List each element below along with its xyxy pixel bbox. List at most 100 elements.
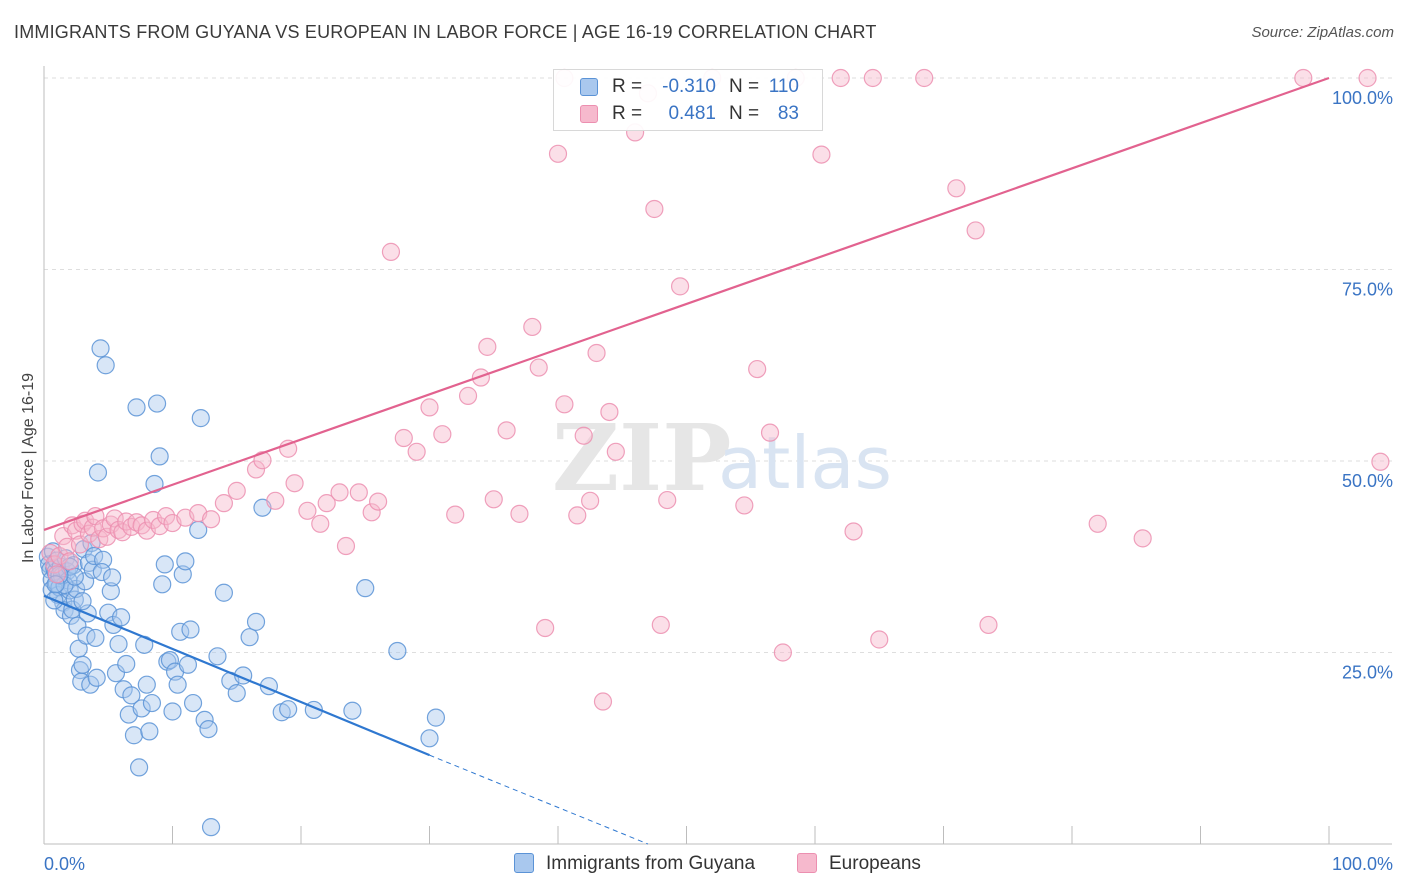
guyana-point <box>176 552 195 571</box>
guyana-point <box>142 693 162 713</box>
legend-swatch-europeans <box>580 105 598 123</box>
guyana-point <box>81 675 100 694</box>
guyana-point <box>111 608 131 627</box>
guyana-point <box>160 651 180 670</box>
europeans-point <box>433 425 452 444</box>
watermark: ZIP atlas <box>552 404 892 512</box>
europeans-point <box>83 518 102 537</box>
guyana-point <box>137 675 156 694</box>
legend-n-value: 83 <box>777 103 799 124</box>
europeans-point <box>1133 529 1152 548</box>
tick-labels: 25.0% 50.0% 75.0% 100.0% 0.0% 100.0% <box>44 88 1393 874</box>
guyana-point <box>279 700 298 719</box>
guyana-point <box>87 668 106 687</box>
legend-r-label: R = <box>612 103 643 124</box>
guyana-point <box>163 702 182 721</box>
watermark-atlas: atlas <box>718 421 892 505</box>
europeans-point <box>369 492 388 511</box>
europeans-point <box>574 426 593 445</box>
guyana-point <box>101 582 120 601</box>
europeans-point <box>484 490 503 509</box>
europeans-point <box>760 423 780 442</box>
guyana-point <box>147 394 167 413</box>
guyana-point <box>91 339 110 358</box>
legend-n-value: 110 <box>768 76 799 97</box>
europeans-point <box>105 509 124 528</box>
europeans-point <box>446 505 465 524</box>
europeans-point <box>497 421 516 440</box>
europeans-point <box>915 68 934 88</box>
x-tick-label: 0.0% <box>44 854 85 874</box>
europeans-point <box>529 358 548 377</box>
europeans-trend-line <box>43 76 1330 531</box>
guyana-point <box>86 628 105 648</box>
europeans-point <box>394 428 413 448</box>
guyana-point <box>153 575 172 594</box>
y-tick-label: 25.0% <box>1342 663 1393 683</box>
x-tick-label: 100.0% <box>1332 854 1393 874</box>
europeans-point <box>47 565 66 584</box>
europeans-point <box>1371 452 1390 471</box>
guyana-point <box>168 675 187 694</box>
guyana-point <box>420 729 439 748</box>
europeans-point <box>536 618 555 638</box>
guyana-trend-extension <box>429 754 649 845</box>
europeans-point <box>117 512 136 531</box>
europeans-point <box>966 221 985 240</box>
europeans-point <box>606 442 625 461</box>
guyana-point <box>109 634 128 654</box>
europeans-point <box>593 692 613 711</box>
europeans-point <box>947 179 966 198</box>
guyana-point <box>127 398 146 417</box>
europeans-point <box>132 516 151 535</box>
axes <box>43 66 1392 845</box>
guyana-point <box>85 546 104 566</box>
europeans-point <box>214 494 233 513</box>
europeans-point <box>1358 68 1377 88</box>
europeans-point <box>651 615 670 635</box>
europeans-point <box>317 494 336 513</box>
europeans-point <box>658 490 677 510</box>
guyana-point <box>106 664 126 683</box>
guyana-point <box>183 693 203 713</box>
legend-n-label: N = <box>729 103 760 124</box>
trend-lines <box>43 76 1330 845</box>
europeans-point <box>156 507 176 526</box>
europeans-point <box>471 368 490 387</box>
guyana-point <box>122 686 141 705</box>
europeans-point <box>568 506 587 525</box>
guyana-point <box>145 474 164 494</box>
europeans-point <box>548 144 568 163</box>
guyana-point <box>68 616 87 635</box>
europeans-point <box>113 523 132 542</box>
europeans-point <box>831 68 850 88</box>
europeans-point <box>748 359 767 379</box>
guyana-point <box>181 620 200 639</box>
europeans-point <box>266 491 285 510</box>
legend-r-value: 0.481 <box>668 103 716 124</box>
europeans-point <box>523 317 542 337</box>
guyana-point <box>124 726 144 745</box>
europeans-point <box>336 536 356 556</box>
europeans-point <box>773 643 792 662</box>
europeans-point <box>600 402 619 422</box>
europeans-point <box>478 337 497 356</box>
guyana-point <box>240 628 259 647</box>
europeans-point <box>1088 514 1107 533</box>
europeans-point <box>201 510 221 529</box>
guyana-point <box>426 708 446 727</box>
guyana-point <box>199 719 218 739</box>
europeans-point <box>458 386 478 405</box>
guyana-point <box>214 583 233 602</box>
guyana-point <box>140 722 159 741</box>
europeans-point <box>246 460 266 479</box>
chart-title: IMMIGRANTS FROM GUYANA VS EUROPEAN IN LA… <box>14 22 877 42</box>
europeans-point <box>349 483 368 502</box>
guyana-point <box>92 562 111 582</box>
europeans-point <box>285 474 304 493</box>
y-tick-label: 75.0% <box>1342 280 1393 300</box>
guyana-point <box>343 701 362 720</box>
guyana-point <box>88 463 108 482</box>
legend-r-label: R = <box>612 76 643 97</box>
